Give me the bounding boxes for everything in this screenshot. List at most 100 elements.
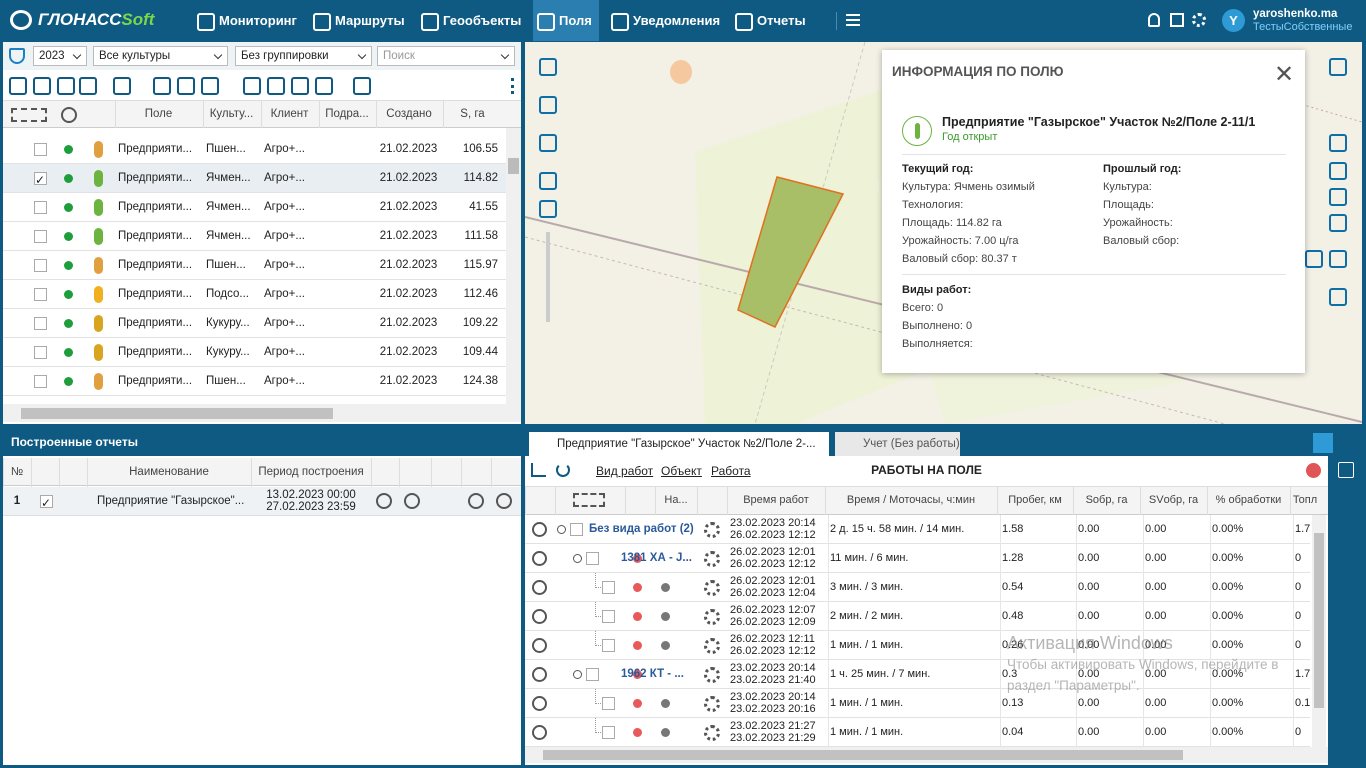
history-icon[interactable] (532, 551, 547, 566)
column-header[interactable]: Время работ (743, 494, 809, 506)
close-button[interactable]: ✕ (1274, 61, 1295, 88)
row-checkbox[interactable] (586, 552, 599, 565)
row-checkbox[interactable] (34, 259, 47, 272)
row-checkbox[interactable] (602, 697, 615, 710)
group-name[interactable]: 1381 ХА - J... (621, 552, 692, 564)
work-row[interactable]: 1962 КТ - ... 23.02.2023 20:14 23.02.2023 … (525, 660, 1310, 689)
history-icon[interactable] (532, 638, 547, 653)
table-row[interactable]: ✓ Предприяти... Ячмен... Агро+... 21.02.2023… (3, 164, 506, 193)
map-button[interactable] (1329, 134, 1347, 152)
map-button[interactable] (1329, 288, 1347, 306)
avatar[interactable]: Y (1222, 9, 1245, 32)
gear-icon[interactable] (704, 638, 720, 654)
report-action[interactable] (468, 493, 484, 509)
map-button[interactable] (539, 172, 557, 190)
row-checkbox[interactable] (34, 346, 47, 359)
checkbox-header[interactable] (11, 108, 47, 122)
tab[interactable]: Учет (Без работы) (835, 432, 960, 456)
tool-button[interactable] (33, 77, 51, 95)
tree-header[interactable] (573, 493, 605, 507)
gear-icon[interactable] (704, 609, 720, 625)
tool-button[interactable] (177, 77, 195, 95)
column-header[interactable]: Подра... (319, 100, 374, 128)
pin-button[interactable] (1313, 433, 1333, 453)
work-row[interactable]: 23.02.2023 20:14 23.02.2023 20:16 1 мин. /… (525, 689, 1310, 718)
history-icon[interactable] (532, 609, 547, 624)
map-button[interactable] (539, 200, 557, 218)
row-checkbox[interactable] (34, 201, 47, 214)
column-header[interactable]: № (10, 466, 24, 478)
gear-icon[interactable] (704, 580, 720, 596)
filter-icon[interactable] (9, 48, 25, 64)
chart-icon[interactable] (531, 463, 546, 477)
row-checkbox[interactable] (34, 143, 47, 156)
map-button[interactable] (1329, 214, 1347, 232)
row-checkbox[interactable] (602, 726, 615, 739)
tool-button[interactable] (353, 77, 371, 95)
tool-button[interactable] (153, 77, 171, 95)
map-button[interactable] (539, 58, 557, 76)
column-header[interactable]: На... (664, 494, 688, 506)
year-select[interactable]: 2023 (33, 46, 87, 66)
history-icon[interactable] (532, 522, 547, 537)
column-header[interactable]: Время / Моточасы, ч:мин (846, 494, 976, 506)
column-header[interactable]: Клиент (261, 100, 317, 128)
tool-button[interactable] (57, 77, 75, 95)
report-action[interactable] (496, 493, 512, 509)
work-row[interactable]: Без вида работ (2) 23.02.2023 20:14 26.02.… (525, 515, 1310, 544)
map-button[interactable] (1329, 162, 1347, 180)
row-checkbox[interactable] (602, 639, 615, 652)
map-button[interactable] (1329, 188, 1347, 206)
tool-button[interactable] (243, 77, 261, 95)
collapse-button[interactable] (1338, 462, 1354, 478)
history-icon[interactable] (532, 696, 547, 711)
table-row[interactable]: Предприяти... Пшен... Агро+... 21.02.2023 11… (3, 251, 506, 280)
table-row[interactable]: Предприяти... Ячмен... Агро+... 21.02.2023 4… (3, 193, 506, 222)
row-checkbox[interactable] (34, 288, 47, 301)
eye-icon[interactable] (1306, 463, 1321, 478)
nav-item[interactable]: Отчеты (731, 0, 811, 41)
column-header[interactable]: Поле (115, 100, 201, 128)
report-row[interactable]: 1 ✓ Предприятие "Газырское"... 13.02.2023 0… (3, 487, 521, 516)
nav-item[interactable]: Геообъекты (417, 0, 525, 41)
expander[interactable] (557, 525, 566, 534)
map-button[interactable] (1329, 58, 1347, 76)
report-action[interactable] (376, 493, 392, 509)
group-name[interactable]: Без вида работ (2) (589, 523, 694, 535)
column-header[interactable]: Sобр, га (1085, 494, 1128, 506)
refresh-icon[interactable] (556, 463, 570, 477)
map-button[interactable] (539, 96, 557, 114)
column-header[interactable]: % обработки (1215, 494, 1282, 506)
work-row[interactable]: 26.02.2023 12:01 26.02.2023 12:04 3 мин. /… (525, 573, 1310, 602)
gear-icon[interactable] (704, 696, 720, 712)
culture-select[interactable]: Все культуры (93, 46, 228, 66)
settings-icon[interactable] (1192, 13, 1206, 27)
selected-field[interactable] (737, 176, 845, 328)
user-company[interactable]: ТестыСобственные (1253, 21, 1353, 33)
column-header[interactable]: Создано (376, 100, 441, 128)
row-checkbox[interactable] (570, 523, 583, 536)
column-header[interactable]: Культу... (203, 100, 259, 128)
grouping-select[interactable]: Без группировки (235, 46, 372, 66)
tool-button[interactable] (315, 77, 333, 95)
breadcrumb-link[interactable]: Объект (661, 464, 702, 478)
zoom-slider[interactable] (546, 232, 550, 322)
map[interactable]: ИНФОРМАЦИЯ ПО ПОЛЮ ✕ Предприятие "Газырс… (525, 42, 1362, 424)
breadcrumb-link[interactable]: Работа (711, 464, 751, 478)
status-header[interactable] (61, 107, 77, 123)
nav-item[interactable]: Маршруты (309, 0, 409, 41)
table-row[interactable]: Предприяти... Пшен... Агро+... 21.02.2023 12… (3, 367, 506, 396)
tool-button[interactable] (201, 77, 219, 95)
row-checkbox[interactable] (586, 668, 599, 681)
column-header[interactable]: Наименование (129, 466, 209, 478)
nav-item[interactable]: Мониторинг (193, 0, 301, 41)
history-icon[interactable] (532, 667, 547, 682)
column-header[interactable]: S, га (443, 100, 501, 128)
row-checkbox[interactable] (34, 317, 47, 330)
row-checkbox[interactable] (602, 581, 615, 594)
map-button[interactable] (1329, 250, 1347, 268)
history-icon[interactable] (532, 725, 547, 740)
row-checkbox[interactable] (34, 230, 47, 243)
tool-button[interactable] (79, 77, 97, 95)
gear-icon[interactable] (704, 725, 720, 741)
